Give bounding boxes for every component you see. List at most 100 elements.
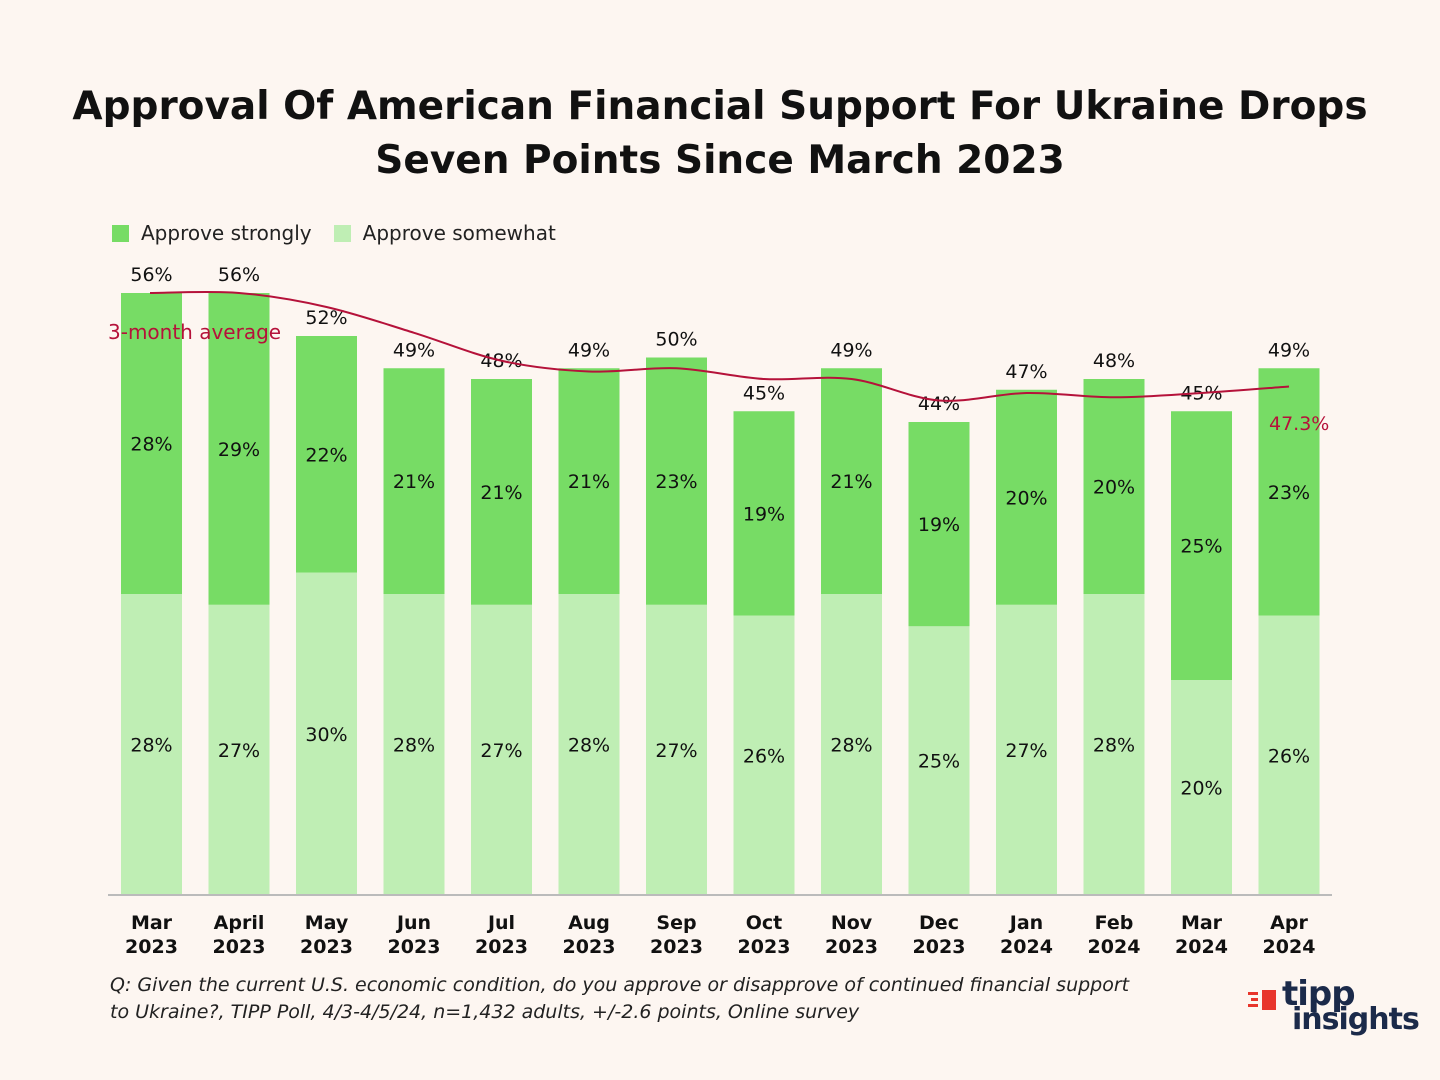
bar-strong-13 — [1258, 368, 1320, 616]
legend-label-somewhat: Approve somewhat — [362, 221, 556, 245]
bar-strong-7 — [733, 411, 795, 616]
x-tick-label-month-1: April — [214, 912, 265, 934]
data-label-somewhat-13: 26% — [1268, 745, 1310, 767]
data-label-total-0: 56% — [130, 264, 172, 286]
data-label-somewhat-9: 25% — [918, 751, 960, 773]
x-tick-label-year-9: 2023 — [913, 936, 966, 958]
bar-strong-6 — [646, 357, 707, 605]
data-label-total-13: 49% — [1268, 339, 1310, 361]
footnote: Q: Given the current U.S. economic condi… — [110, 972, 1190, 1026]
bar-strong-8 — [821, 368, 882, 594]
data-label-somewhat-12: 20% — [1180, 778, 1222, 800]
data-label-total-1: 56% — [218, 264, 260, 286]
data-label-somewhat-5: 28% — [568, 735, 610, 757]
data-label-strong-5: 21% — [568, 471, 610, 493]
data-label-strong-1: 29% — [218, 439, 260, 461]
data-label-somewhat-10: 27% — [1005, 740, 1047, 762]
x-tick-label-year-6: 2023 — [650, 936, 703, 958]
x-tick-label-month-13: Apr — [1270, 912, 1308, 934]
logo-text-insights: insights — [1292, 1002, 1420, 1037]
x-tick-label-year-13: 2024 — [1263, 936, 1316, 958]
bar-somewhat-6 — [646, 604, 707, 895]
x-tick-label-month-8: Nov — [831, 912, 873, 934]
bar-somewhat-1 — [208, 604, 270, 895]
data-label-somewhat-8: 28% — [830, 735, 872, 757]
data-label-strong-2: 22% — [305, 444, 347, 466]
data-label-strong-11: 20% — [1093, 477, 1135, 499]
chart-title: Approval Of American Financial Support F… — [0, 80, 1440, 188]
x-tick-label-year-7: 2023 — [738, 936, 791, 958]
x-tick-label-month-6: Sep — [656, 912, 696, 934]
x-tick-label-year-1: 2023 — [213, 936, 266, 958]
x-tick-label-month-11: Feb — [1095, 912, 1134, 934]
legend-item-somewhat[interactable]: Approve somewhat — [333, 221, 556, 245]
x-tick-label-year-5: 2023 — [563, 936, 616, 958]
x-tick-label-month-0: Mar — [131, 912, 173, 934]
data-label-total-6: 50% — [655, 329, 697, 351]
bar-somewhat-0 — [121, 594, 182, 895]
bar-strong-1 — [208, 293, 270, 605]
data-label-strong-13: 23% — [1268, 482, 1310, 504]
data-label-total-5: 49% — [568, 339, 610, 361]
x-tick-label-year-4: 2023 — [475, 936, 528, 958]
data-label-total-7: 45% — [743, 382, 785, 404]
bar-somewhat-2 — [296, 572, 357, 895]
chart-title-line-2: Seven Points Since March 2023 — [375, 138, 1065, 183]
data-label-strong-4: 21% — [480, 482, 522, 504]
data-label-strong-3: 21% — [393, 471, 435, 493]
legend-swatch-strong — [112, 224, 129, 242]
x-tick-label-month-2: May — [305, 912, 349, 934]
data-label-total-10: 47% — [1005, 361, 1047, 383]
data-label-strong-6: 23% — [655, 471, 697, 493]
x-tick-label-month-10: Jan — [1008, 912, 1043, 934]
x-tick-label-year-10: 2024 — [1000, 936, 1053, 958]
x-tick-label-month-4: Jul — [486, 912, 515, 934]
bar-strong-10 — [996, 389, 1057, 605]
data-label-somewhat-7: 26% — [743, 745, 785, 767]
bar-strong-3 — [383, 368, 445, 594]
chart-title-line-1: Approval Of American Financial Support F… — [72, 84, 1368, 129]
data-label-somewhat-2: 30% — [305, 724, 347, 746]
bar-strong-0 — [121, 293, 182, 594]
average-line — [149, 290, 1290, 402]
bar-somewhat-9 — [908, 626, 970, 895]
bar-somewhat-11 — [1083, 594, 1145, 895]
data-label-somewhat-1: 27% — [218, 740, 260, 762]
x-tick-label-month-12: Mar — [1181, 912, 1223, 934]
data-label-strong-12: 25% — [1180, 536, 1222, 558]
data-label-somewhat-0: 28% — [130, 735, 172, 757]
data-label-total-11: 48% — [1093, 350, 1135, 372]
logo-mark-icon — [1248, 990, 1276, 1010]
legend-label-strong: Approve strongly — [141, 221, 312, 245]
data-label-somewhat-11: 28% — [1093, 735, 1135, 757]
average-line-end-label: 47.3% — [1269, 413, 1329, 435]
bar-somewhat-13 — [1258, 615, 1320, 895]
bar-somewhat-7 — [733, 615, 795, 895]
x-tick-label-year-0: 2023 — [125, 936, 178, 958]
bar-strong-5 — [558, 368, 620, 594]
bar-strong-11 — [1083, 379, 1145, 594]
footnote-line-1: Q: Given the current U.S. economic condi… — [110, 974, 1130, 996]
data-label-strong-10: 20% — [1005, 487, 1047, 509]
x-tick-label-year-12: 2024 — [1175, 936, 1228, 958]
bar-somewhat-4 — [471, 604, 532, 895]
tipp-insights-logo: tipp insights — [1248, 974, 1420, 1042]
x-tick-label-month-3: Jun — [395, 912, 431, 934]
data-label-total-2: 52% — [305, 307, 347, 329]
legend-item-strong[interactable]: Approve strongly — [112, 221, 312, 245]
bar-strong-12 — [1171, 411, 1232, 680]
bar-somewhat-8 — [821, 594, 882, 895]
bar-strong-9 — [908, 422, 970, 627]
x-tick-label-month-5: Aug — [568, 912, 610, 934]
data-label-total-8: 49% — [830, 339, 872, 361]
bar-somewhat-5 — [558, 594, 620, 895]
x-tick-label-year-2: 2023 — [300, 936, 353, 958]
x-tick-label-year-3: 2023 — [388, 936, 441, 958]
data-label-strong-7: 19% — [743, 503, 785, 525]
bar-somewhat-3 — [383, 594, 445, 895]
x-tick-label-year-8: 2023 — [825, 936, 878, 958]
footnote-line-2: to Ukraine?, TIPP Poll, 4/3-4/5/24, n=1,… — [110, 1001, 860, 1023]
x-tick-label-month-9: Dec — [919, 912, 959, 934]
bar-somewhat-10 — [996, 604, 1057, 895]
